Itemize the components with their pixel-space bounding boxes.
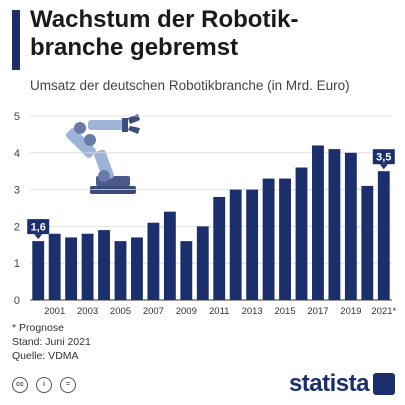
data-label-pointer	[34, 234, 43, 240]
x-tick-label: 2021*	[371, 306, 396, 317]
bar-2021*	[377, 171, 390, 300]
bar-2001	[48, 233, 61, 300]
x-tick-label: 2017	[307, 306, 328, 317]
y-tick-label: 2	[14, 221, 20, 233]
statista-logo[interactable]: statista	[288, 370, 370, 397]
bar-2019	[344, 152, 357, 300]
y-tick-label: 4	[14, 148, 20, 160]
chart-subtitle: Umsatz der deutschen Robotikbranche (in …	[30, 78, 350, 93]
bar-2010	[196, 226, 209, 300]
data-label-pointer	[379, 164, 388, 170]
bar-2020	[361, 185, 374, 300]
bar-2008	[163, 211, 176, 300]
title-accent-bar	[12, 10, 20, 70]
by-icon: i	[36, 377, 52, 393]
x-tick-label: 2009	[176, 306, 197, 317]
bar-2003	[81, 233, 94, 300]
data-label: 3,5	[376, 152, 391, 164]
x-tick-label: 2013	[242, 306, 263, 317]
y-tick-label: 0	[14, 295, 20, 307]
bar-2004	[98, 230, 110, 300]
data-label: 1,6	[31, 222, 46, 234]
bar-2015	[279, 178, 291, 300]
x-tick-label: 2005	[110, 306, 131, 317]
bar-2005	[114, 241, 127, 300]
cc-icon: cc	[12, 377, 28, 393]
x-tick-label: 2019	[340, 306, 361, 317]
bar-2007	[147, 222, 160, 300]
y-tick-label: 1	[14, 258, 20, 270]
source-note: Quelle: VDMA	[12, 350, 79, 362]
statista-logo-icon[interactable]	[373, 373, 395, 395]
date-note: Stand: Juni 2021	[12, 336, 91, 348]
data-label-box	[372, 149, 395, 165]
bar-2016	[295, 167, 308, 300]
robot-arm-icon	[65, 114, 140, 194]
y-tick-label: 3	[14, 185, 20, 197]
bar-2014	[262, 178, 275, 300]
bar-2011	[213, 196, 226, 300]
bar-2013	[246, 189, 259, 300]
bar-2009	[180, 241, 193, 300]
bar-2017	[312, 145, 324, 300]
x-tick-label: 2003	[77, 306, 98, 317]
y-tick-label: 5	[14, 111, 20, 123]
footnote: * Prognose	[12, 322, 64, 334]
chart-title: Wachstum der Robotik- branche gebremst	[30, 6, 299, 61]
bar-2006	[131, 237, 143, 300]
x-tick-label: 2007	[143, 306, 164, 317]
x-tick-label: 2015	[274, 306, 295, 317]
bar-2018	[328, 149, 341, 300]
nd-icon: =	[60, 377, 76, 393]
bar-2012	[229, 189, 242, 300]
bar-2000	[32, 241, 45, 300]
bar-2002	[65, 237, 78, 300]
data-label-box	[27, 219, 50, 235]
x-tick-label: 2001	[44, 306, 65, 317]
x-tick-label: 2011	[209, 306, 229, 317]
